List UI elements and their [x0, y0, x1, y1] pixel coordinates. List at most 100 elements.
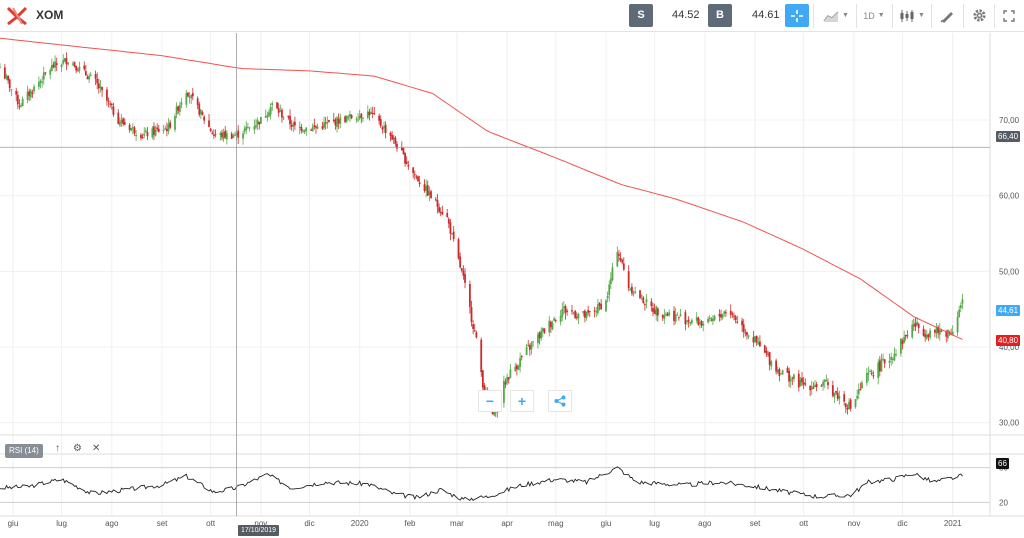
candle: [721, 313, 724, 320]
candle: [415, 174, 418, 180]
candle: [198, 101, 201, 117]
candle: [627, 265, 630, 292]
timeframe-selector[interactable]: 1D ▼: [860, 4, 888, 27]
candle: [629, 287, 632, 291]
candle: [287, 115, 290, 120]
candle: [634, 286, 637, 294]
candle: [52, 61, 55, 69]
candle: [110, 102, 113, 110]
candle: [733, 312, 735, 321]
indicators-button[interactable]: ▼: [897, 4, 927, 27]
candle: [609, 272, 612, 290]
candle: [906, 330, 909, 339]
candle: [0, 63, 1, 69]
zoom-out-button[interactable]: −: [478, 390, 502, 412]
candle: [336, 116, 338, 133]
candle: [687, 316, 690, 328]
candle: [741, 317, 743, 333]
candle: [744, 328, 747, 337]
gear-icon[interactable]: ⚙: [73, 443, 82, 454]
candle: [914, 316, 917, 332]
candle: [391, 131, 394, 141]
candle: [844, 402, 847, 414]
buy-button[interactable]: B: [708, 4, 732, 27]
candle: [890, 352, 893, 366]
candle: [822, 379, 825, 391]
candle: [553, 316, 556, 322]
candle: [561, 302, 564, 322]
y-tick-label: 60,00: [999, 192, 1020, 201]
gear-icon: [972, 9, 986, 22]
candle: [55, 57, 58, 72]
candle: [368, 108, 371, 121]
candle: [757, 337, 760, 346]
candle: [39, 79, 42, 89]
candle: [752, 330, 755, 348]
candle: [888, 353, 891, 369]
candle: [878, 356, 881, 377]
candle: [689, 321, 692, 327]
candle: [188, 92, 191, 104]
chart-toolbar: XOM S 44.52 B 44.61 ▼ 1D ▼: [0, 0, 1024, 32]
crosshair-button[interactable]: [785, 4, 809, 27]
candle: [540, 327, 543, 342]
candle: [248, 126, 251, 132]
candle: [937, 325, 940, 339]
zoom-in-button[interactable]: +: [510, 390, 534, 412]
candle: [537, 331, 539, 349]
toolbar-divider: [813, 4, 814, 28]
price-chart[interactable]: 30,00 40,00 50,00 60,00 70,00 8020 giu lug ago…: [0, 32, 1024, 538]
candle: [731, 311, 734, 318]
candle: [131, 123, 134, 135]
candle: [462, 265, 465, 280]
candle: [302, 128, 304, 134]
candle: [381, 125, 384, 134]
candle: [337, 113, 340, 130]
toolbar-divider: [931, 4, 932, 28]
candle: [582, 310, 585, 317]
candle: [33, 84, 35, 95]
candle: [67, 62, 69, 67]
candle: [315, 125, 317, 134]
last-price-tag: 44,61: [996, 305, 1021, 316]
arrow-up-icon[interactable]: ↑: [55, 443, 60, 454]
candle: [144, 127, 147, 133]
candle: [506, 373, 509, 386]
candle: [106, 86, 108, 106]
candle: [230, 131, 233, 139]
candle: [835, 390, 837, 395]
candle: [88, 73, 91, 84]
x-tick-label: lug: [649, 519, 660, 528]
candle: [754, 335, 756, 344]
close-icon[interactable]: ✕: [92, 443, 101, 454]
candle: [50, 58, 53, 72]
y-tick-label: 40,00: [999, 343, 1020, 352]
drawing-tools-button[interactable]: [936, 4, 958, 27]
candle: [234, 131, 236, 137]
candle: [413, 170, 416, 180]
chart-type-button[interactable]: ▼: [820, 4, 852, 27]
candle: [18, 99, 21, 110]
candle: [428, 186, 431, 202]
candle: [459, 252, 462, 269]
rsi-indicator-label[interactable]: RSI (14): [5, 444, 43, 458]
candle: [107, 97, 110, 108]
candle: [899, 337, 902, 357]
candle: [279, 104, 282, 113]
candle: [187, 91, 189, 98]
candle: [507, 377, 510, 384]
rsi-value-tag: 66: [996, 458, 1009, 469]
settings-button[interactable]: [968, 4, 990, 27]
sell-button[interactable]: S: [629, 4, 653, 27]
rsi-panel: 8020: [0, 464, 1008, 507]
candle: [72, 61, 74, 67]
candle: [895, 348, 897, 357]
rsi-line: [0, 466, 963, 502]
candle: [959, 302, 962, 312]
candle: [255, 118, 257, 130]
share-button[interactable]: [548, 390, 572, 412]
x-tick-label: 2020: [351, 519, 369, 528]
fullscreen-button[interactable]: [999, 4, 1019, 27]
candle: [815, 381, 818, 392]
candle: [31, 89, 34, 98]
